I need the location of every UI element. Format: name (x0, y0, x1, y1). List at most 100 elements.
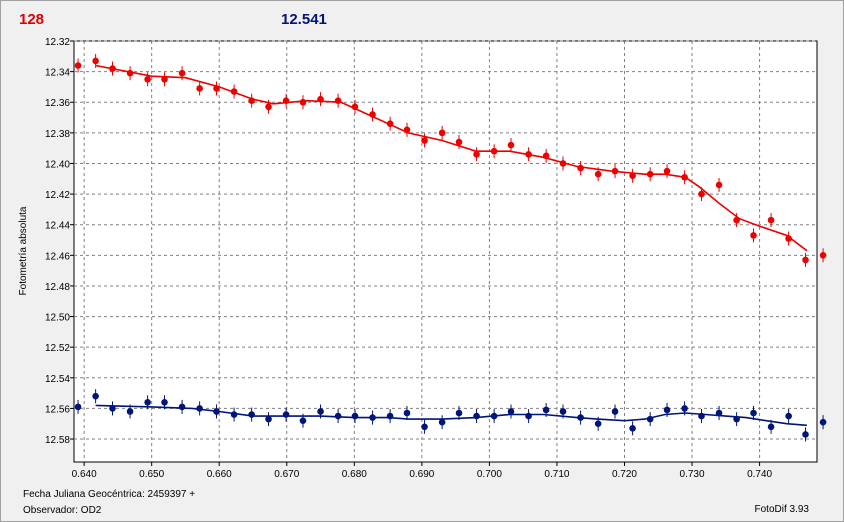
data-point (161, 398, 168, 406)
app-version: FotoDif 3.93 (754, 504, 809, 515)
photometry-chart: 0.640 0.650 0.660 0.670 0.680 0.690 0.700 0.710… (18, 37, 827, 480)
data-point (750, 232, 757, 239)
x-tick-label: 0.640 (72, 469, 97, 480)
data-point (785, 235, 792, 242)
x-tick-label: 0.710 (544, 469, 569, 480)
data-point (403, 126, 411, 134)
data-point (819, 252, 827, 259)
y-tick-label: 12.56 (45, 404, 70, 415)
series-group (74, 53, 827, 442)
data-point (715, 181, 723, 189)
data-point (698, 190, 705, 198)
x-tick-label: 0.660 (207, 469, 232, 480)
data-point (542, 406, 550, 414)
x-tick-label: 0.720 (612, 469, 637, 480)
data-point (334, 412, 342, 420)
x-tick-label: 0.680 (342, 469, 367, 480)
data-point (421, 137, 428, 144)
x-tick-label: 0.690 (409, 469, 434, 480)
data-point (92, 392, 99, 400)
data-point (386, 412, 394, 420)
data-point (629, 172, 636, 180)
data-point (282, 411, 290, 418)
data-point (750, 409, 757, 417)
data-point (507, 408, 515, 415)
y-axis-ticks: 12.32 12.34 12.36 12.38 12.40 12.42 12.44 12.46… (45, 37, 74, 446)
data-point (386, 120, 394, 127)
data-point (317, 408, 324, 415)
data-point (785, 412, 792, 420)
y-tick-label: 12.42 (45, 190, 70, 201)
data-point (629, 425, 636, 432)
data-point (92, 57, 99, 65)
data-point (525, 412, 532, 420)
y-axis-label: Fotometría absoluta (18, 206, 29, 295)
data-point (248, 411, 255, 418)
data-point (213, 408, 220, 415)
data-point (282, 97, 290, 105)
data-point (126, 69, 134, 77)
data-point (109, 65, 116, 72)
data-point (438, 129, 446, 137)
data-point (403, 409, 411, 417)
data-point (802, 256, 809, 264)
data-point (767, 216, 775, 224)
data-point (490, 412, 498, 420)
data-point (230, 88, 238, 95)
series-2 (74, 389, 827, 442)
data-point (74, 403, 82, 411)
data-point (577, 414, 584, 421)
grid-lines (74, 40, 817, 462)
data-point (594, 170, 602, 178)
data-point (715, 409, 723, 417)
data-point (611, 167, 619, 175)
point-count: 128 (19, 11, 45, 28)
y-tick-label: 12.58 (45, 435, 70, 446)
y-tick-label: 12.46 (45, 251, 70, 262)
data-point (317, 95, 324, 103)
y-tick-label: 12.52 (45, 343, 70, 354)
data-point (265, 103, 272, 111)
data-point (161, 75, 168, 83)
data-point (438, 418, 446, 426)
data-point (351, 103, 359, 111)
y-tick-label: 12.32 (45, 37, 70, 48)
data-point (473, 150, 480, 158)
data-point (351, 412, 359, 420)
data-point (109, 405, 116, 412)
x-axis-ticks: 0.640 0.650 0.660 0.670 0.680 0.690 0.700 0.710… (72, 462, 773, 480)
data-point (74, 62, 82, 69)
data-point (369, 414, 376, 421)
data-point (611, 408, 619, 415)
data-point (178, 69, 186, 77)
data-point (681, 173, 688, 181)
data-point (299, 98, 307, 106)
y-tick-label: 12.44 (45, 221, 70, 232)
data-point (265, 415, 272, 423)
x-tick-label: 0.670 (274, 469, 299, 480)
x-tick-label: 0.700 (477, 469, 502, 480)
y-tick-label: 12.38 (45, 129, 70, 140)
data-point (144, 398, 151, 406)
data-point (213, 85, 220, 92)
x-tick-label: 0.740 (747, 469, 772, 480)
data-point (299, 417, 307, 424)
series-1 (74, 53, 827, 267)
data-point (455, 138, 463, 146)
data-point (144, 75, 151, 83)
y-tick-label: 12.34 (45, 68, 70, 79)
data-point (196, 405, 203, 412)
observer-label: Observador: OD2 (23, 505, 102, 516)
data-point (577, 164, 584, 172)
data-point (507, 141, 515, 149)
data-point (525, 150, 532, 158)
data-point (490, 147, 498, 155)
data-point (681, 405, 688, 412)
y-tick-label: 12.54 (45, 374, 70, 385)
data-point (646, 415, 654, 423)
data-point (455, 409, 463, 417)
y-tick-label: 12.48 (45, 282, 70, 293)
data-point (126, 408, 134, 415)
data-point (594, 420, 602, 428)
